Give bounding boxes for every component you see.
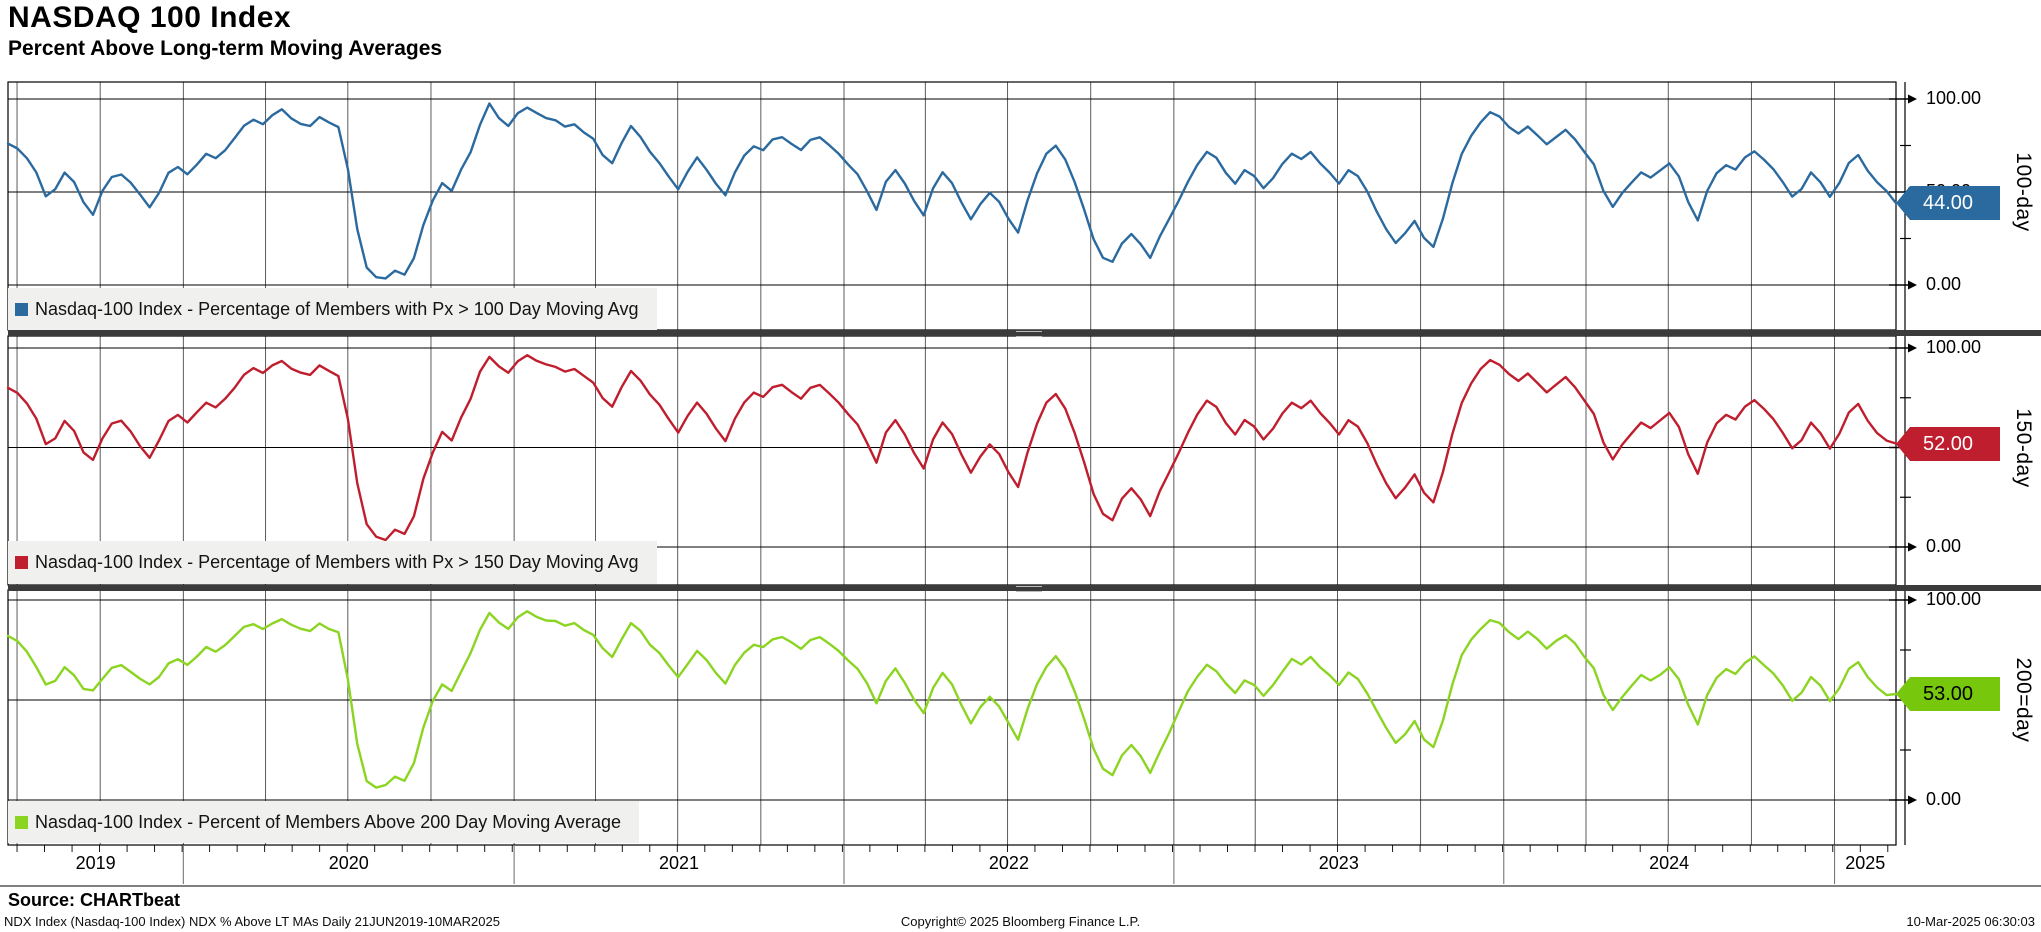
p2-legend-label: Nasdaq-100 Index - Percentage of Members…: [35, 552, 639, 572]
x-axis-year-2024: 2024: [1649, 853, 1690, 873]
p1-legend-item[interactable]: Nasdaq-100 Index - Percentage of Members…: [8, 288, 657, 330]
separator-drag-handle-icon[interactable]: [1016, 586, 1042, 592]
footer-security-info: NDX Index (Nasdaq-100 Index) NDX % Above…: [4, 914, 500, 929]
x-axis-year-2021: 2021: [659, 853, 700, 873]
p3-ytick-0: 0.00: [1926, 789, 1962, 809]
p2-ytick-0: 0.00: [1926, 536, 1962, 556]
p1-legend-label: Nasdaq-100 Index - Percentage of Members…: [35, 298, 639, 319]
x-axis-year-2019: 2019: [75, 853, 116, 873]
panel-separator-2: [8, 585, 2041, 592]
p3-axis-title: 200=day: [2012, 657, 2035, 743]
p2-last-value-badge: 52.00: [1896, 427, 2000, 461]
footer-copyright: Copyright© 2025 Bloomberg Finance L.P.: [900, 914, 1141, 929]
p2-ytick-100: 100.00: [1926, 337, 1982, 357]
p1-axis-title: 100-day: [2012, 152, 2035, 232]
x-axis-year-2022: 2022: [988, 853, 1029, 873]
p2-legend-swatch-icon: [15, 556, 28, 569]
panel-separator-1: [8, 330, 2041, 337]
p1-ytick-100: 100.00: [1926, 88, 1982, 108]
p3-legend-swatch-icon: [15, 815, 28, 829]
p2-legend-item[interactable]: Nasdaq-100 Index - Percentage of Members…: [8, 541, 657, 584]
x-axis-year-2020: 2020: [328, 853, 369, 873]
x-axis-year-2023: 2023: [1318, 853, 1359, 873]
source-label: Source: CHARTbeat: [8, 890, 181, 910]
p2-axis-title: 150-day: [2012, 408, 2035, 488]
footer-timestamp: 10-Mar-2025 06:30:03: [1906, 914, 2035, 929]
page-title: NASDAQ 100 Index: [8, 1, 292, 34]
x-axis-year-2025: 2025: [1845, 853, 1886, 873]
p1-ytick-0: 0.00: [1926, 274, 1962, 294]
p1-legend-swatch-icon: [15, 302, 28, 316]
p3-legend-label: Nasdaq-100 Index - Percent of Members Ab…: [35, 811, 622, 832]
p3-ytick-100: 100.00: [1926, 589, 1982, 609]
page-subtitle: Percent Above Long-term Moving Averages: [8, 37, 443, 60]
separator-drag-handle-icon[interactable]: [1016, 331, 1042, 337]
p3-legend-item[interactable]: Nasdaq-100 Index - Percent of Members Ab…: [8, 801, 640, 843]
p1-last-value-badge: 44.00: [1896, 186, 2000, 220]
p3-last-value-badge: 53.00: [1896, 677, 2000, 711]
